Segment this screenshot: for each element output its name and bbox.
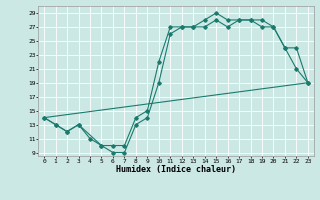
- X-axis label: Humidex (Indice chaleur): Humidex (Indice chaleur): [116, 165, 236, 174]
